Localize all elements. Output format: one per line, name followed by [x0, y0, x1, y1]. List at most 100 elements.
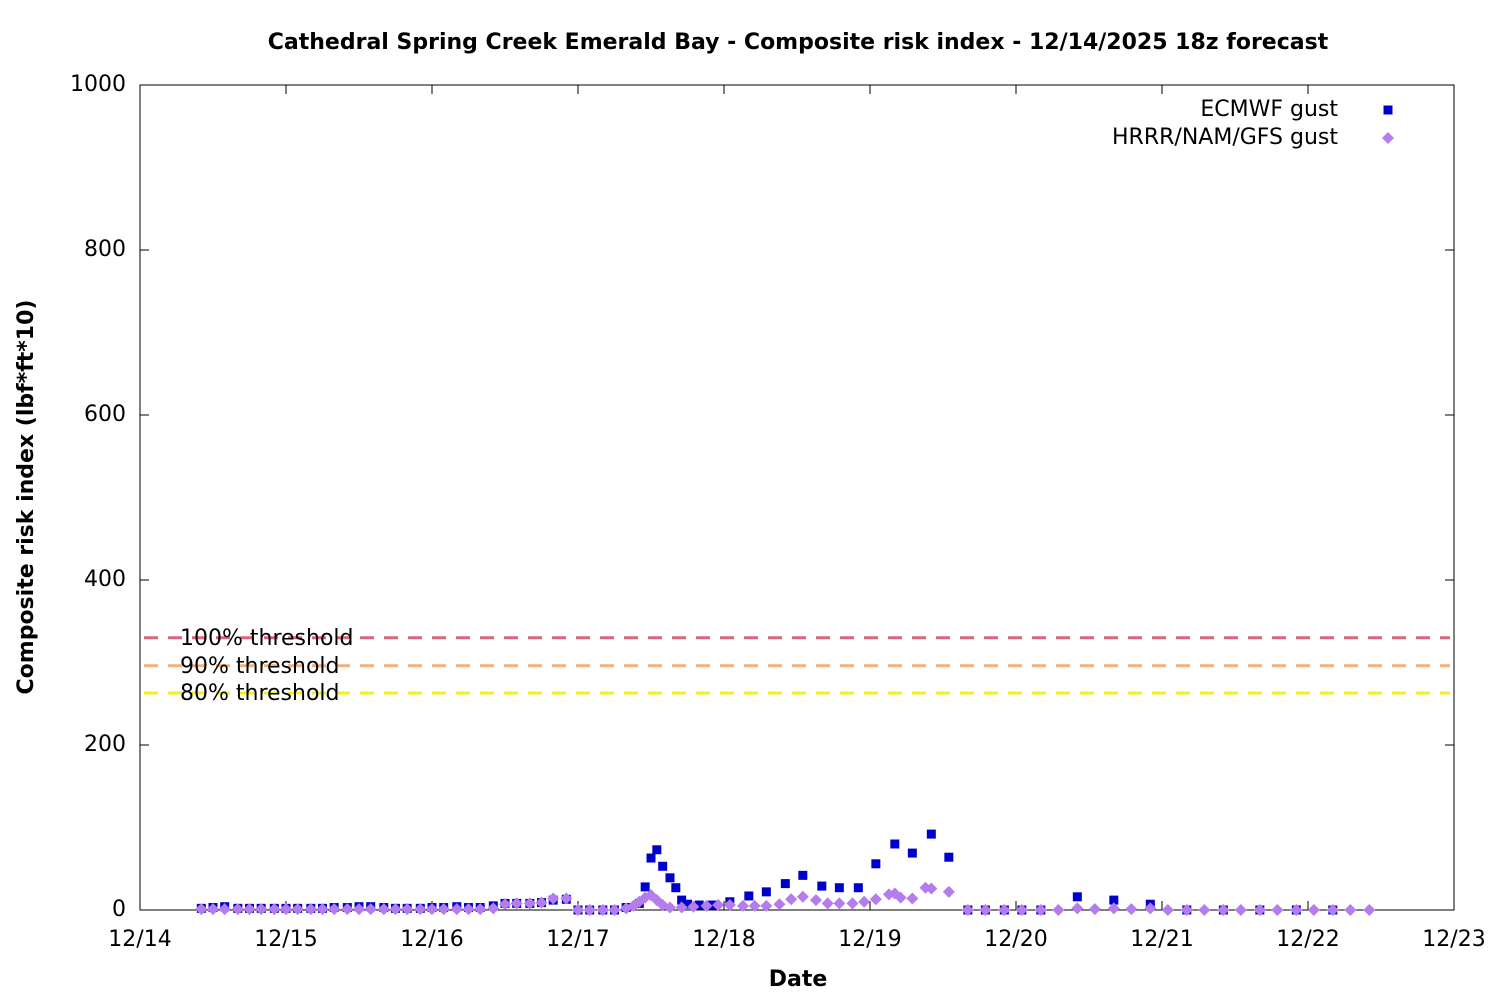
point	[658, 861, 668, 871]
point	[744, 891, 754, 901]
point	[328, 903, 341, 916]
point	[1198, 904, 1211, 916]
point	[377, 903, 390, 916]
x-tick-label: 12/16	[400, 927, 463, 952]
point	[871, 859, 881, 869]
point	[414, 903, 427, 916]
point	[785, 893, 798, 906]
threshold-label: 90% threshold	[180, 654, 340, 679]
point	[608, 904, 621, 916]
point	[583, 904, 596, 916]
legend-label: ECMWF gust	[1200, 97, 1338, 122]
point	[736, 899, 749, 912]
point	[723, 899, 736, 912]
point	[869, 893, 882, 906]
point	[677, 895, 687, 905]
point	[671, 883, 681, 893]
point	[817, 881, 827, 891]
point	[906, 892, 919, 905]
y-tick-label: 800	[84, 237, 126, 262]
point	[821, 897, 834, 910]
y-axis-title: Composite risk index (lbf*ft*10)	[14, 300, 39, 695]
point	[998, 904, 1011, 916]
chart-title: Cathedral Spring Creek Emerald Bay - Com…	[268, 30, 1329, 55]
point	[1290, 904, 1303, 916]
point	[646, 853, 656, 863]
point	[834, 883, 844, 893]
point	[462, 903, 475, 916]
point	[890, 839, 900, 849]
point	[926, 829, 936, 839]
plot-frame	[139, 84, 1455, 911]
point	[942, 885, 955, 898]
point	[523, 897, 536, 910]
point	[1161, 904, 1174, 916]
point	[846, 897, 859, 910]
point	[547, 892, 560, 905]
x-tick-label: 12/19	[838, 927, 901, 952]
point	[1052, 904, 1065, 916]
point	[1363, 904, 1376, 916]
point	[1344, 904, 1357, 916]
point	[572, 904, 584, 916]
point	[1109, 895, 1119, 905]
legend-label: HRRR/NAM/GFS gust	[1112, 125, 1338, 150]
point	[665, 873, 675, 883]
point	[316, 903, 329, 916]
point	[1107, 902, 1120, 915]
point	[833, 897, 846, 910]
point	[510, 897, 523, 910]
point	[364, 903, 377, 916]
point	[1088, 903, 1101, 916]
point	[798, 870, 808, 880]
point	[353, 903, 365, 916]
point	[925, 882, 938, 895]
point	[304, 903, 317, 916]
point	[700, 899, 713, 912]
point	[712, 899, 725, 912]
point	[858, 895, 871, 908]
point	[1234, 904, 1247, 916]
y-tick-label: 0	[112, 897, 126, 922]
x-tick-label: 12/20	[984, 927, 1047, 952]
threshold-label: 100% threshold	[180, 626, 354, 651]
point	[640, 882, 650, 892]
point	[894, 891, 907, 904]
point	[809, 894, 822, 907]
point	[853, 883, 863, 893]
x-tick-label: 12/15	[254, 927, 317, 952]
legend-marker	[1383, 105, 1393, 115]
point	[560, 892, 573, 905]
point	[1072, 892, 1082, 902]
point	[1071, 902, 1084, 915]
point	[207, 903, 219, 916]
point	[907, 848, 917, 858]
legend-marker	[1382, 132, 1394, 144]
point	[675, 901, 688, 914]
x-tick-label: 12/21	[1130, 927, 1193, 952]
point	[694, 900, 704, 910]
point	[1271, 904, 1284, 916]
threshold-label: 80% threshold	[180, 681, 340, 706]
point	[255, 903, 268, 916]
x-tick-label: 12/17	[546, 927, 609, 952]
point	[1253, 904, 1266, 916]
point	[1180, 904, 1193, 916]
point	[760, 899, 773, 912]
point	[474, 903, 487, 916]
point	[195, 903, 208, 916]
point	[1125, 903, 1138, 916]
point	[218, 903, 231, 916]
point	[268, 903, 281, 916]
y-tick-label: 400	[84, 567, 126, 592]
point	[401, 903, 414, 916]
point	[437, 903, 450, 916]
point	[683, 899, 692, 909]
point	[243, 903, 256, 916]
point	[231, 903, 244, 916]
y-tick-label: 1000	[70, 72, 126, 97]
point	[1034, 904, 1047, 916]
point	[761, 887, 771, 897]
